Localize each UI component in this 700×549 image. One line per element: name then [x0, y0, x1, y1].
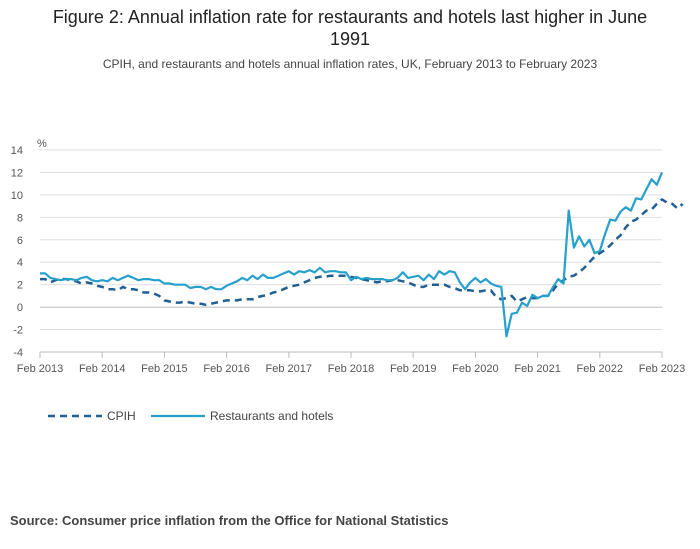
- chart-title-line-1: Figure 2: Annual inflation rate for rest…: [52, 7, 648, 27]
- legend-label-restaurants: Restaurants and hotels: [210, 409, 333, 423]
- x-axis-ticks: Feb 2013 Feb 2014 Feb 2015 Feb 2016 Feb 2017…: [17, 351, 685, 375]
- y-tick-label: 12: [11, 167, 23, 179]
- chart-subtitle: CPIH, and restaurants and hotels annual …: [102, 57, 598, 71]
- x-tick-label: Feb 2013: [17, 363, 63, 375]
- y-axis-label: %: [37, 138, 47, 150]
- x-tick-label: Feb 2022: [577, 363, 623, 375]
- x-tick-label: Feb 2014: [79, 363, 125, 375]
- y-tick-label: -2: [13, 325, 23, 337]
- source-note: Source: Consumer price inflation from th…: [10, 513, 449, 528]
- x-tick-label: Feb 2021: [514, 363, 560, 375]
- y-tick-label: 2: [17, 280, 23, 292]
- series-lines: [40, 171, 684, 338]
- chart-title-line-2: 1991: [329, 29, 371, 49]
- y-tick-label: 0: [17, 302, 23, 314]
- grid-lines: [40, 149, 662, 353]
- y-tick-label: 14: [11, 145, 23, 157]
- y-tick-label: 10: [11, 190, 23, 202]
- legend: CPIH Restaurants and hotels: [48, 409, 333, 423]
- x-tick-label: Feb 2015: [141, 363, 187, 375]
- y-tick-label: 6: [17, 235, 23, 247]
- chart-title: Figure 2: Annual inflation rate for rest…: [0, 6, 700, 50]
- x-tick-label: Feb 2023: [639, 363, 685, 375]
- x-tick-label: Feb 2020: [452, 363, 498, 375]
- legend-label-cpih: CPIH: [107, 409, 136, 423]
- x-tick-label: Feb 2017: [266, 363, 312, 375]
- x-tick-label: Feb 2018: [328, 363, 374, 375]
- y-tick-label: -4: [13, 347, 23, 359]
- x-tick-label: Feb 2016: [203, 363, 249, 375]
- series-line-cpih: [40, 198, 684, 307]
- y-axis-ticks: 14 12 10 8 6 4 2 0 -2 -4: [11, 145, 23, 359]
- y-tick-label: 4: [17, 257, 23, 269]
- series-line-restaurants: [40, 171, 664, 338]
- x-tick-label: Feb 2019: [390, 363, 436, 375]
- y-tick-label: 8: [17, 212, 23, 224]
